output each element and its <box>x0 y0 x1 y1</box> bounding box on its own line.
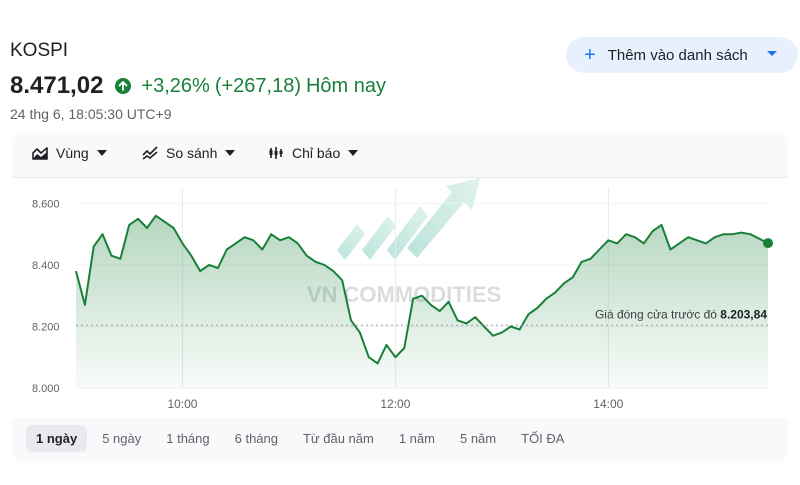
timestamp: 24 thg 6, 18:05:30 UTC+9 <box>10 106 172 122</box>
current-price: 8.471,02 <box>10 72 104 99</box>
range-option[interactable]: 5 ngày <box>102 431 142 446</box>
add-to-list-label: Thêm vào danh sách <box>607 46 748 64</box>
area-chart-toggle[interactable]: Vùng <box>32 145 115 161</box>
change-percent: +3,26% <box>141 74 210 97</box>
chart-card: Vùng So sánh Chỉ báo <box>12 133 788 461</box>
price-chart[interactable]: VN COMMODITIES Giá đóng cửa trước đó 8.2… <box>12 178 788 418</box>
change-period: Hôm nay <box>305 74 387 97</box>
previous-close-label: Giá đóng cửa trước đó 8.203,84 <box>595 307 767 321</box>
watermark-logo <box>337 178 480 260</box>
indicators-icon <box>269 147 283 159</box>
x-tick-label: 12:00 <box>380 397 410 411</box>
price-line <box>75 214 769 365</box>
range-option[interactable]: 1 năm <box>398 431 435 446</box>
dropdown-arrow-icon <box>348 150 359 156</box>
ticker-name: KOSPI <box>10 40 69 61</box>
add-to-list-button[interactable]: + Thêm vào danh sách <box>566 37 798 73</box>
indicators-toggle[interactable]: Chỉ báo <box>268 145 366 161</box>
change-absolute: (+267,18) <box>214 74 301 97</box>
caret-down-icon[interactable] <box>766 50 778 58</box>
y-tick-label: 8.600 <box>32 198 60 210</box>
indicators-label: Chỉ báo <box>292 145 341 161</box>
range-selector: 1 ngày 5 ngày 1 tháng 6 tháng Từ đầu năm 1 nă… <box>26 425 579 452</box>
compare-toggle[interactable]: So sánh <box>142 145 243 161</box>
range-option[interactable]: Từ đầu năm <box>302 431 374 446</box>
price-change: +3,26% (+267,18) Hôm nay <box>115 75 386 98</box>
x-tick-label: 14:00 <box>593 397 623 411</box>
y-tick-label: 8.400 <box>32 260 60 272</box>
range-option[interactable]: 5 năm <box>459 431 497 446</box>
area-chart-icon <box>32 147 48 160</box>
range-option[interactable]: 6 tháng <box>234 431 278 446</box>
dropdown-arrow-icon <box>96 150 107 156</box>
chart-area[interactable]: VN COMMODITIES Giá đóng cửa trước đó 8.2… <box>12 178 788 418</box>
previous-close-caption: Giá đóng cửa trước đó <box>595 307 720 321</box>
y-tick-label: 8.200 <box>32 321 60 333</box>
compare-label: So sánh <box>166 145 218 161</box>
price-row: 8.471,02 +3,26% (+267,18) Hôm nay <box>10 72 386 100</box>
y-tick-label: 8.000 <box>32 383 60 395</box>
compare-icon <box>142 146 158 160</box>
range-option[interactable]: 1 ngày <box>26 425 88 452</box>
arrow-up-icon <box>115 78 132 94</box>
chart-toolbar: Vùng So sánh Chỉ báo <box>12 133 788 178</box>
previous-close-value: 8.203,84 <box>720 307 767 321</box>
price-area-fill <box>76 215 768 388</box>
area-label: Vùng <box>56 145 89 161</box>
x-tick-label: 10:00 <box>167 397 197 411</box>
dropdown-arrow-icon <box>225 150 236 156</box>
plus-icon: + <box>584 44 596 66</box>
range-option[interactable]: 1 tháng <box>166 431 210 446</box>
last-price-marker <box>763 238 773 249</box>
range-option[interactable]: TỐI ĐA <box>521 431 565 446</box>
